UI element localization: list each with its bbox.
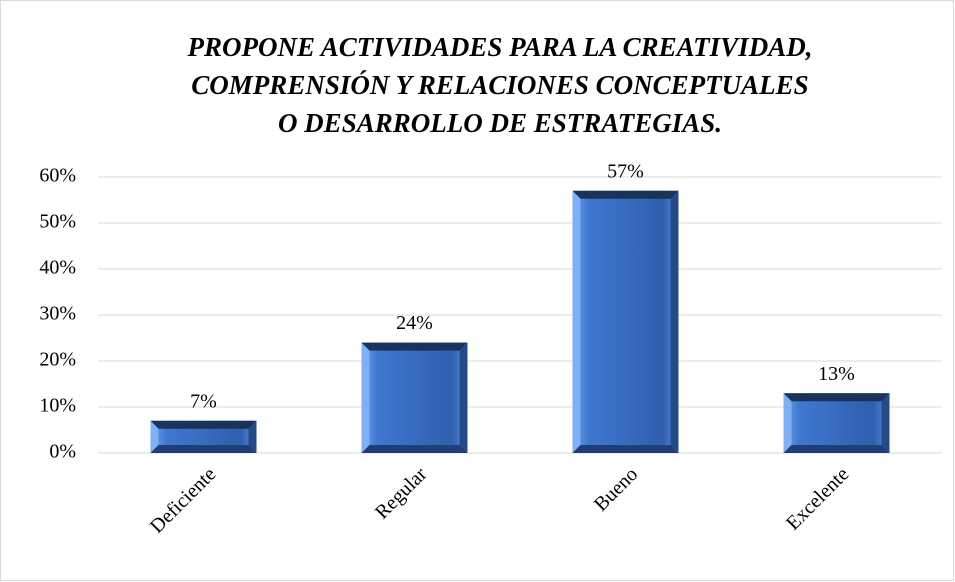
bar-bevel	[248, 420, 257, 453]
y-tick-label: 50%	[39, 211, 76, 233]
bar-bevel	[783, 393, 890, 402]
bar-bevel	[150, 445, 257, 453]
bar-bevel	[572, 445, 679, 453]
bar	[361, 342, 468, 453]
data-label: 24%	[396, 312, 433, 334]
bar-bevel	[361, 445, 468, 453]
bar-bevel	[572, 190, 581, 454]
bar-bevel	[783, 393, 792, 453]
bar-bevel	[670, 190, 679, 454]
bar-bevel	[150, 420, 257, 429]
chart-title: COMPRENSIÓN Y RELACIONES CONCEPTUALES	[191, 70, 808, 100]
data-label: 57%	[607, 160, 644, 182]
y-tick-label: 40%	[39, 257, 76, 279]
bar	[783, 393, 890, 453]
bar-bevel	[572, 190, 679, 199]
chart-title: O DESARROLLO DE ESTRATEGIAS.	[278, 108, 722, 138]
bar-bevel	[150, 420, 159, 453]
bar	[572, 190, 679, 454]
data-label: 7%	[190, 390, 217, 412]
bar-bevel	[361, 342, 370, 453]
bar-bevel	[361, 342, 468, 351]
y-tick-label: 20%	[39, 349, 76, 371]
y-tick-label: 0%	[49, 441, 76, 463]
y-tick-label: 30%	[39, 303, 76, 325]
chart-title: PROPONE ACTIVIDADES PARA LA CREATIVIDAD,	[187, 32, 813, 62]
y-tick-label: 60%	[39, 165, 76, 187]
bar-bevel	[783, 445, 890, 453]
y-tick-label: 10%	[39, 395, 76, 417]
bar-bevel	[881, 393, 890, 453]
bar-bevel	[459, 342, 468, 453]
data-label: 13%	[818, 363, 855, 385]
